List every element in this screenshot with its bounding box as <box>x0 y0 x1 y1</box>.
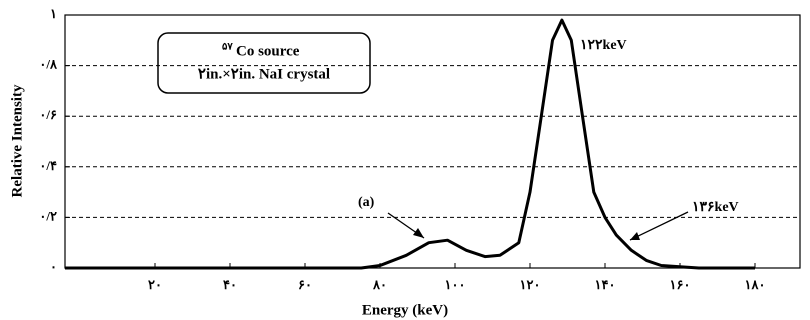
annotation: ۱۲۲keV <box>580 38 627 53</box>
x-tick-label: ۴۰ <box>223 277 237 292</box>
arrow-head <box>630 232 640 240</box>
x-tick-label: ۲۰ <box>148 277 162 292</box>
y-tick-label: ۱ <box>50 6 57 21</box>
legend-superscript: ۵۷ <box>222 41 233 52</box>
x-tick-label: ۱۰۰ <box>445 277 466 292</box>
y-tick-label: ۰/۶ <box>39 107 57 122</box>
y-tick-label: ۰/۲ <box>39 208 57 223</box>
plot-frame <box>64 14 801 269</box>
legend-line2: ۲in.×۲in. NaI crystal <box>198 66 330 82</box>
legend-box <box>157 32 371 94</box>
annotation: (a) <box>358 195 375 210</box>
x-axis-label: Energy (keV) <box>362 302 448 318</box>
y-axis-label: Relative Intensity <box>9 84 25 197</box>
annotation: ۱۳۶keV <box>692 200 739 215</box>
arrow <box>629 211 689 241</box>
legend-line1: Co source <box>236 43 300 59</box>
line-series <box>65 18 755 270</box>
x-tick-label: ۱۲۰ <box>520 277 541 292</box>
arrow-head <box>413 228 424 238</box>
x-tick-label: ۱۶۰ <box>670 277 691 292</box>
x-tick-label: ۶۰ <box>298 277 312 292</box>
x-tick-label: ۱۴۰ <box>595 277 616 292</box>
x-tick-label: ۸۰ <box>372 277 387 292</box>
y-tick-label: ۰/۸ <box>39 57 58 72</box>
x-tick-label: ۱۸۰ <box>745 277 766 292</box>
y-tick-label: ۰ <box>50 259 57 274</box>
y-tick-label: ۰/۴ <box>39 158 57 173</box>
